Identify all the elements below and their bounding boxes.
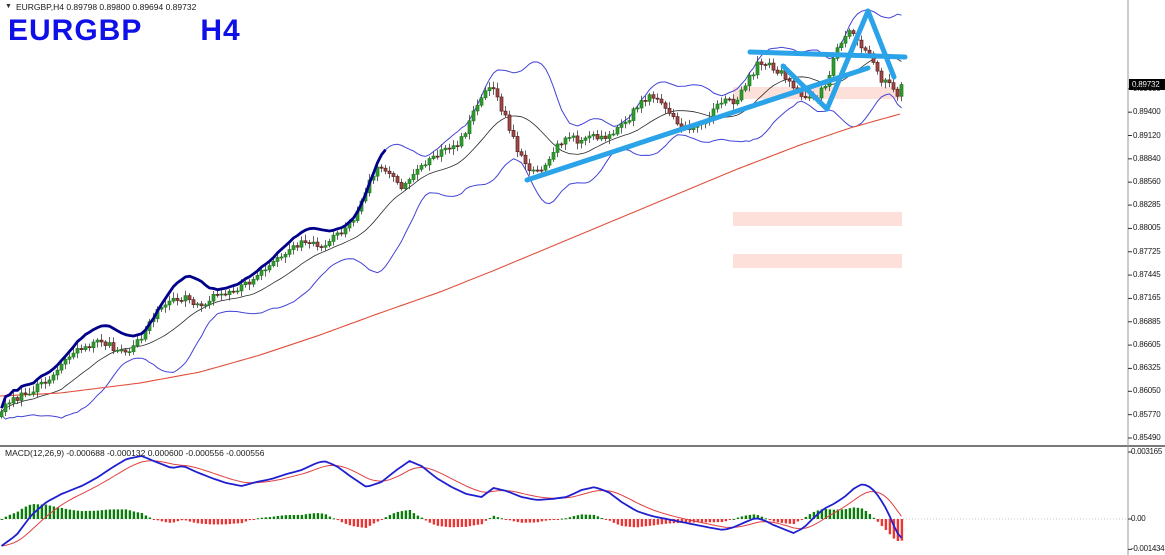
current-price-badge: 0.89732: [1129, 79, 1165, 90]
chevron-down-icon[interactable]: ▼: [5, 3, 12, 10]
price-tick-label: 0.89400: [1133, 107, 1161, 117]
macd-pane: [0, 455, 1128, 547]
symbol-quote-line: ▼ EURGBP,H4 0.89798 0.89800 0.89694 0.89…: [5, 2, 196, 12]
trendline[interactable]: [824, 8, 871, 112]
zones-layer: [733, 87, 902, 269]
macd-histogram: [0, 504, 904, 542]
price-axis: 0.89732 0.003165 0.00 -0.001434 0.89680 0…: [1129, 0, 1165, 555]
trendline[interactable]: [865, 8, 897, 80]
main-pane: [0, 8, 908, 420]
bollinger-lower-band: [1, 93, 902, 420]
price-tick-label: 0.86605: [1133, 340, 1161, 350]
chart-watermark: EURGBP H4: [8, 14, 241, 48]
price-tick-label: 0.85770: [1133, 409, 1161, 419]
thick-ma-line: [0, 148, 387, 409]
price-tick-label: 0.88285: [1133, 200, 1161, 210]
supply-demand-zone[interactable]: [733, 254, 902, 269]
price-tick-label: 0.86885: [1133, 316, 1161, 326]
slow-ma-line: [0, 113, 901, 397]
trendline[interactable]: [780, 63, 830, 112]
macd-main-line: [0, 455, 903, 547]
price-tick-label: 0.88560: [1133, 177, 1161, 187]
macd-signal-line: [1, 460, 902, 547]
macd-indicator-label: MACD(12,26,9) -0.000688 -0.000132 0.0006…: [5, 448, 265, 458]
price-tick-label: 0.87725: [1133, 246, 1161, 256]
trendline[interactable]: [524, 65, 871, 183]
supply-demand-zone[interactable]: [733, 87, 902, 100]
trendline[interactable]: [747, 49, 908, 60]
macd-axis-bottom-label: -0.001434: [1131, 544, 1165, 553]
watermark-gap: [142, 14, 200, 48]
price-tick-label: 0.89120: [1133, 130, 1161, 140]
watermark-timeframe: H4: [200, 14, 241, 47]
price-tick-label: 0.87445: [1133, 270, 1161, 280]
price-tick-label: 0.88840: [1133, 153, 1161, 163]
price-tick-label: 0.89680: [1133, 83, 1161, 93]
bollinger-upper-band: [1, 9, 902, 409]
price-tick-label: 0.85490: [1133, 433, 1161, 442]
price-tick-label: 0.86325: [1133, 363, 1161, 373]
macd-axis-zero-label: 0.00: [1131, 514, 1146, 523]
quote-text: EURGBP,H4 0.89798 0.89800 0.89694 0.8973…: [15, 2, 197, 12]
price-tick-label: 0.87165: [1133, 293, 1161, 303]
price-tick-label: 0.86050: [1133, 386, 1161, 396]
macd-axis-top-label: 0.003165: [1131, 447, 1162, 456]
supply-demand-zone[interactable]: [733, 212, 902, 227]
price-tick-label: 0.88005: [1133, 223, 1161, 233]
watermark-symbol: EURGBP: [8, 14, 143, 47]
